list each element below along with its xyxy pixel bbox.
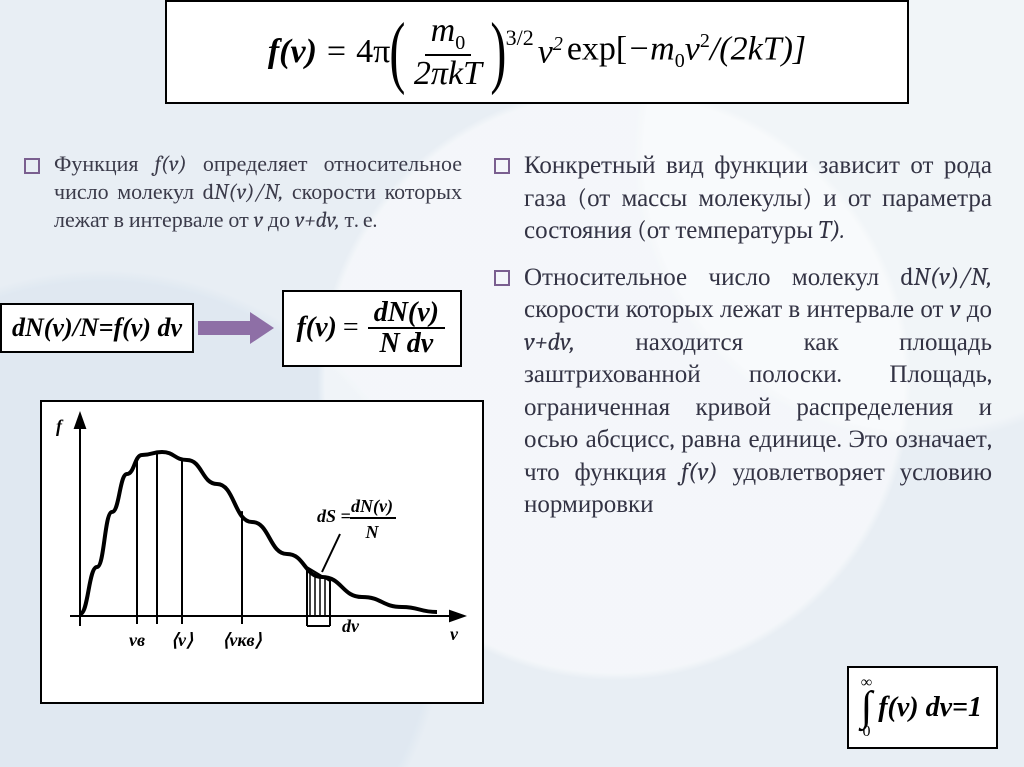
bullet-marker-icon bbox=[24, 158, 40, 174]
formula-dn-n: dN(v)/N=f(v) dv bbox=[0, 303, 194, 353]
left-bullet: Функция f(v) определяет относительное чи… bbox=[24, 150, 462, 234]
arrow-right-icon bbox=[198, 313, 278, 343]
right-bullet-1-text: Конкретный вид функции зависит от рода г… bbox=[524, 150, 992, 248]
maxwell-v2: v2 bbox=[538, 33, 563, 71]
integral-icon: ∞ ∫ 0 bbox=[861, 676, 873, 739]
right-bullet-2: Относительное число молекул dN(v)/N, ско… bbox=[494, 262, 992, 522]
svg-text:dS =: dS = bbox=[317, 506, 351, 526]
svg-text:dN(v): dN(v) bbox=[351, 496, 393, 517]
norm-body: f(v) dv=1 bbox=[878, 692, 982, 724]
svg-text:vв: vв bbox=[129, 630, 145, 650]
formula-normalization: ∞ ∫ 0 f(v) dv=1 bbox=[847, 666, 998, 749]
distribution-graph: f v dv vв ⟨v⟩ ⟨vкв⟩ dS = dN(v) N bbox=[40, 400, 484, 704]
mid-formula-row: dN(v)/N=f(v) dv f(v) = dN(v) N dv bbox=[0, 290, 480, 367]
formula-maxwell: f(v) = 4π ( m0 2πkT ) 3/2 v2 exp[−m0v2/(… bbox=[165, 0, 909, 104]
svg-text:⟨vкв⟩: ⟨vкв⟩ bbox=[222, 630, 262, 650]
maxwell-fraction: m0 2πkT bbox=[408, 13, 488, 91]
left-bullet-text: Функция f(v) определяет относительное чи… bbox=[54, 150, 462, 234]
svg-text:dv: dv bbox=[342, 616, 360, 636]
slide: f(v) = 4π ( m0 2πkT ) 3/2 v2 exp[−m0v2/(… bbox=[0, 0, 1024, 767]
right-bullet-2-text: Относительное число молекул dN(v)/N, ско… bbox=[524, 262, 992, 522]
bullet-marker-icon bbox=[494, 158, 510, 174]
formula-f-v: f(v) = dN(v) N dv bbox=[282, 290, 462, 367]
svg-text:⟨v⟩: ⟨v⟩ bbox=[171, 630, 194, 650]
maxwell-exp-3-2: 3/2 bbox=[506, 25, 534, 51]
right-column: Конкретный вид функции зависит от рода г… bbox=[480, 150, 1020, 536]
bullet-marker-icon bbox=[494, 270, 510, 286]
lparen-icon: ( bbox=[390, 12, 406, 92]
rparen-icon: ) bbox=[490, 12, 506, 92]
maxwell-exp-bracket: exp[−m0v2/(2kT)] bbox=[567, 30, 806, 73]
maxwell-lhs: f(v) bbox=[268, 33, 317, 71]
maxwell-eq: = bbox=[327, 33, 346, 71]
svg-text:v: v bbox=[450, 624, 459, 644]
svg-text:f: f bbox=[56, 416, 64, 436]
right-bullet-1: Конкретный вид функции зависит от рода г… bbox=[494, 150, 992, 248]
maxwell-4pi: 4π bbox=[356, 33, 390, 71]
svg-text:N: N bbox=[365, 522, 380, 542]
